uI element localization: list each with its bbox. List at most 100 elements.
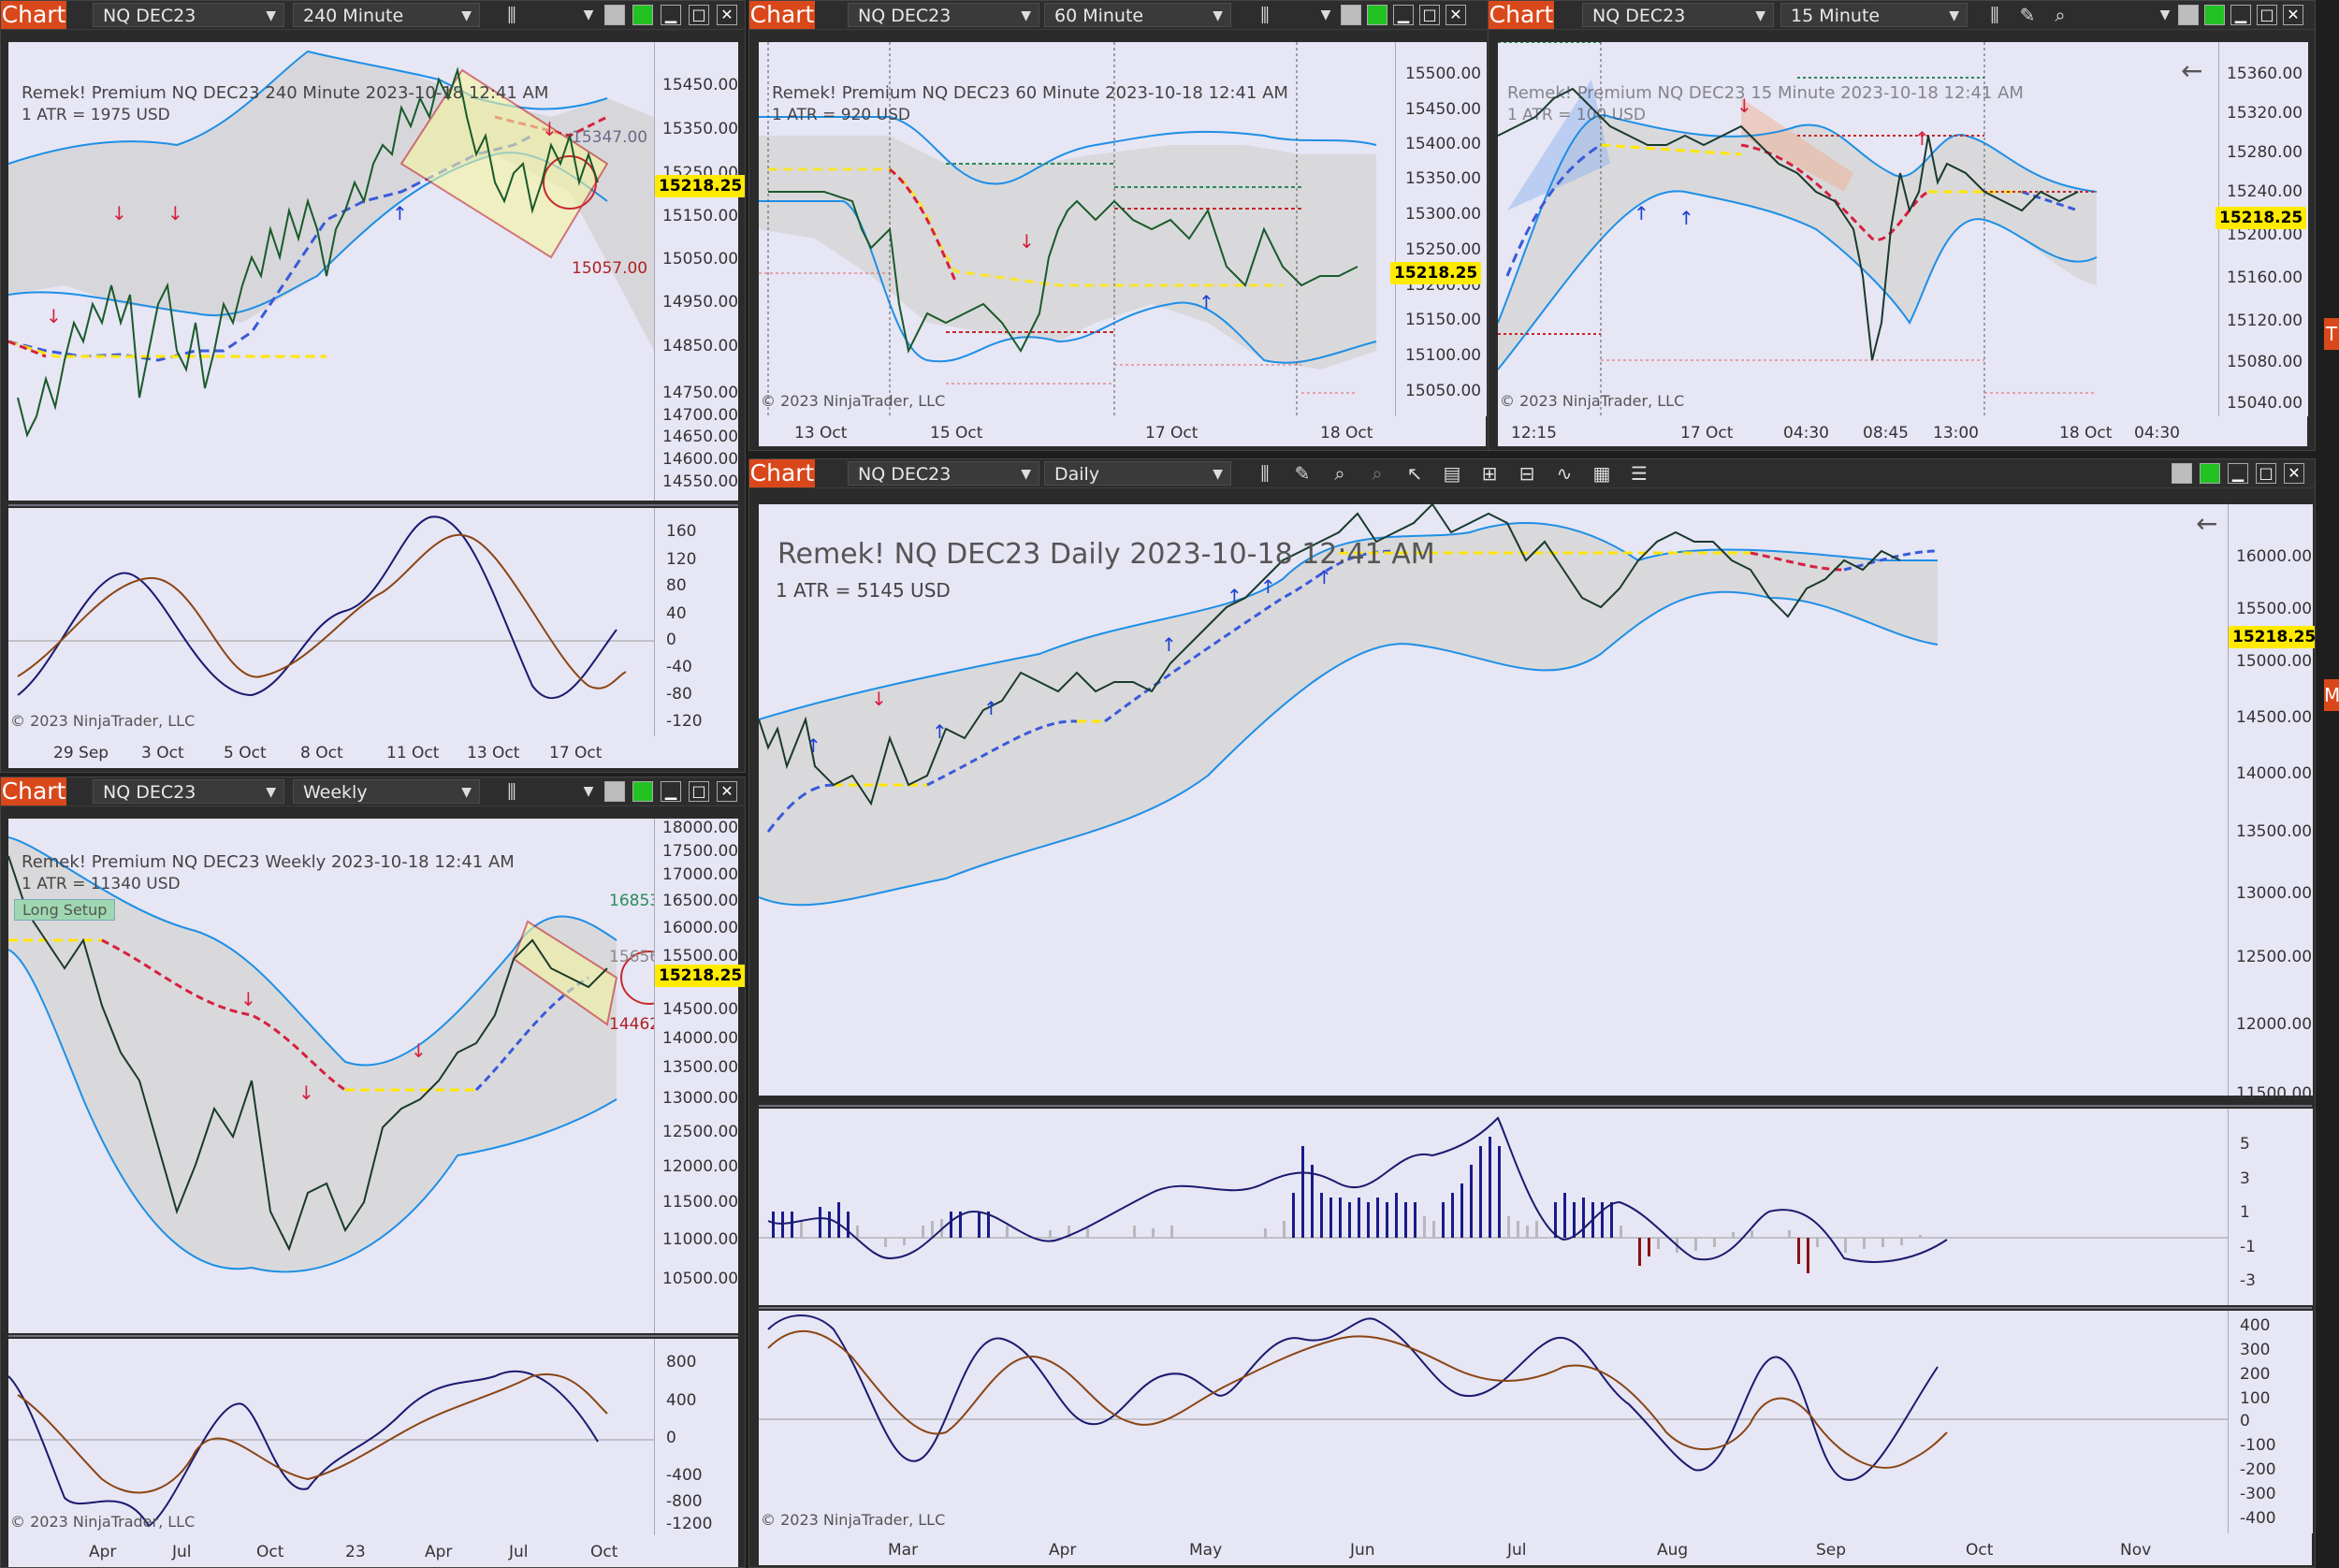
maximize-button[interactable]: □: [689, 5, 709, 25]
link-green-button[interactable]: [632, 5, 653, 25]
chevron-down-icon[interactable]: ▼: [1021, 467, 1031, 482]
instrument-selector[interactable]: NQ DEC23 ▼: [1582, 3, 1774, 27]
cursor-icon[interactable]: ↖: [1406, 462, 1423, 485]
pane-separator[interactable]: [8, 1335, 738, 1337]
time-axis[interactable]: 13 Oct 15 Oct 17 Oct 18 Oct: [759, 416, 1486, 446]
interval-selector[interactable]: Weekly ▼: [293, 779, 480, 804]
link-gray-button[interactable]: [604, 5, 625, 25]
chevron-down-icon[interactable]: ▼: [1755, 8, 1765, 23]
price-scale[interactable]: 15360.00 15320.00 15280.00 15240.00 1520…: [2216, 42, 2308, 416]
time-axis[interactable]: Mar Apr May Jun Jul Aug Sep Oct Nov: [759, 1533, 2312, 1565]
chevron-down-icon[interactable]: ▼: [1021, 8, 1031, 23]
oscillator-pane[interactable]: © 2023 NinjaTrader, LLC: [759, 1311, 2228, 1533]
price-pane[interactable]: ↑ ↓ ↑ ↑ ↑ ↑ ↑ ↑ Remek! NQ DEC23 Daily 20…: [758, 502, 2228, 1096]
pane-separator[interactable]: [8, 504, 738, 506]
dropdown-arrow-icon[interactable]: ▼: [583, 7, 594, 22]
chart-tab[interactable]: Chart: [749, 1, 815, 29]
price-pane[interactable]: ↓ ↓ ↓ ↓ ↑ Remek! Premium NQ DEC23 240 Mi…: [7, 42, 654, 501]
chart-tab[interactable]: Chart: [749, 459, 815, 487]
maximize-button[interactable]: □: [2256, 463, 2276, 484]
chevron-down-icon[interactable]: ▼: [461, 785, 472, 800]
back-arrow-icon[interactable]: ←: [2196, 508, 2218, 539]
oscillator-pane[interactable]: © 2023 NinjaTrader, LLC: [8, 508, 654, 736]
close-button[interactable]: ✕: [2284, 463, 2304, 484]
pencil-icon[interactable]: ✎: [2019, 4, 2036, 26]
link-gray-button[interactable]: [2172, 463, 2192, 484]
maximize-button[interactable]: □: [2257, 5, 2277, 25]
price-scale[interactable]: 15450.00 15350.00 15250.00 15150.00 1505…: [654, 42, 745, 501]
instrument-selector[interactable]: NQ DEC23 ▼: [93, 779, 284, 804]
close-button[interactable]: ✕: [1446, 5, 1466, 25]
zoom-out-icon[interactable]: ⌕: [1372, 462, 1383, 485]
zoom-in-icon[interactable]: ⌕: [1334, 462, 1345, 485]
histogram-pane[interactable]: [759, 1109, 2228, 1305]
time-axis[interactable]: 29 Sep 3 Oct 5 Oct 8 Oct 11 Oct 13 Oct 1…: [8, 736, 738, 768]
minimize-button[interactable]: ▁: [661, 5, 681, 25]
close-button[interactable]: ✕: [2283, 5, 2303, 25]
templates-icon[interactable]: ☰: [1631, 462, 1648, 485]
side-tab-t[interactable]: T: [2324, 318, 2339, 350]
zoom-in-icon[interactable]: ⌕: [2055, 4, 2066, 26]
back-arrow-icon[interactable]: ←: [2181, 55, 2203, 86]
interval-selector[interactable]: 60 Minute ▼: [1044, 3, 1231, 27]
price-pane[interactable]: ↓ ↑ Remek! Premium NQ DEC23 60 Minute 20…: [759, 42, 1395, 416]
chart-trader-icon[interactable]: ⊟: [1518, 462, 1535, 485]
chevron-down-icon[interactable]: ▼: [1213, 467, 1223, 482]
histogram-scale[interactable]: 5 3 1 -1 -3: [2228, 1109, 2313, 1305]
bar-type-icon[interactable]: ⫼: [507, 780, 516, 803]
chart-tab[interactable]: Chart: [1, 1, 66, 29]
indicators-icon[interactable]: ∿: [1556, 462, 1573, 485]
instrument-selector[interactable]: NQ DEC23 ▼: [93, 3, 284, 27]
data-box-icon[interactable]: ▤: [1443, 462, 1461, 485]
price-pane[interactable]: ↓ ↑ ↑ ↑ Remek! Premium NQ DEC23 15 Minut…: [1497, 41, 2218, 416]
minimize-button[interactable]: ▁: [1393, 5, 1414, 25]
instrument-selector[interactable]: NQ DEC23 ▼: [848, 3, 1039, 27]
link-gray-button[interactable]: [2178, 5, 2199, 25]
strategies-icon[interactable]: ▦: [1592, 462, 1611, 485]
oscillator-scale[interactable]: 800 400 0 -400 -800 -1200: [654, 1339, 738, 1535]
bar-type-icon[interactable]: ⫼: [507, 4, 516, 26]
oscillator-pane[interactable]: © 2023 NinjaTrader, LLC: [7, 1339, 654, 1535]
side-tab-m[interactable]: M: [2324, 679, 2339, 711]
close-button[interactable]: ✕: [717, 781, 737, 802]
chevron-down-icon[interactable]: ▼: [461, 8, 472, 23]
minimize-button[interactable]: ▁: [661, 781, 681, 802]
bar-type-icon[interactable]: ⫼: [1260, 4, 1270, 26]
link-gray-button[interactable]: [604, 781, 625, 802]
chevron-down-icon[interactable]: ▼: [266, 8, 276, 23]
pane-separator[interactable]: [759, 1307, 2312, 1309]
time-axis[interactable]: 12:15 17 Oct 04:30 08:45 13:00 18 Oct 04…: [1498, 416, 2307, 446]
bar-type-icon[interactable]: ⫼: [1990, 4, 1999, 26]
interval-selector[interactable]: 15 Minute ▼: [1780, 3, 1968, 27]
oscillator-scale[interactable]: 400 300 200 100 0 -100 -200 -300 -400: [2228, 1311, 2313, 1533]
properties-icon[interactable]: ⊞: [1481, 462, 1498, 485]
close-button[interactable]: ✕: [717, 5, 737, 25]
oscillator-scale[interactable]: 160 120 80 40 0 -40 -80 -120: [654, 508, 738, 736]
price-scale[interactable]: 15500.00 15450.00 15400.00 15350.00 1530…: [1390, 42, 1487, 416]
pencil-icon[interactable]: ✎: [1294, 462, 1311, 485]
chart-tab[interactable]: Chart: [1, 777, 66, 806]
interval-selector[interactable]: Daily ▼: [1044, 461, 1231, 486]
pane-separator[interactable]: [759, 1105, 2312, 1107]
instrument-selector[interactable]: NQ DEC23 ▼: [848, 461, 1039, 486]
minimize-button[interactable]: ▁: [2230, 5, 2251, 25]
price-pane[interactable]: ↓ ↓ ↓ Remek! Premium NQ DEC23 Weekly 202…: [7, 819, 678, 1333]
maximize-button[interactable]: □: [689, 781, 709, 802]
minimize-button[interactable]: ▁: [2228, 463, 2248, 484]
chevron-down-icon[interactable]: ▼: [266, 785, 276, 800]
link-green-button[interactable]: [2204, 5, 2225, 25]
link-green-button[interactable]: [2200, 463, 2220, 484]
time-axis[interactable]: Apr Jul Oct 23 Apr Jul Oct: [8, 1535, 738, 1567]
link-green-button[interactable]: [632, 781, 653, 802]
dropdown-arrow-icon[interactable]: ▼: [583, 784, 594, 799]
chevron-down-icon[interactable]: ▼: [1213, 8, 1223, 23]
price-scale[interactable]: 18000.00 17500.00 17000.00 16500.00 1600…: [654, 819, 745, 1333]
interval-selector[interactable]: 240 Minute ▼: [293, 3, 480, 27]
dropdown-arrow-icon[interactable]: ▼: [2159, 7, 2171, 22]
chevron-down-icon[interactable]: ▼: [1949, 8, 1959, 23]
price-scale[interactable]: 16000.00 15500.00 15000.00 14500.00 1400…: [2228, 504, 2315, 1103]
link-gray-button[interactable]: [1341, 5, 1361, 25]
link-green-button[interactable]: [1367, 5, 1387, 25]
chart-tab[interactable]: Chart: [1489, 1, 1554, 29]
maximize-button[interactable]: □: [1419, 5, 1440, 25]
